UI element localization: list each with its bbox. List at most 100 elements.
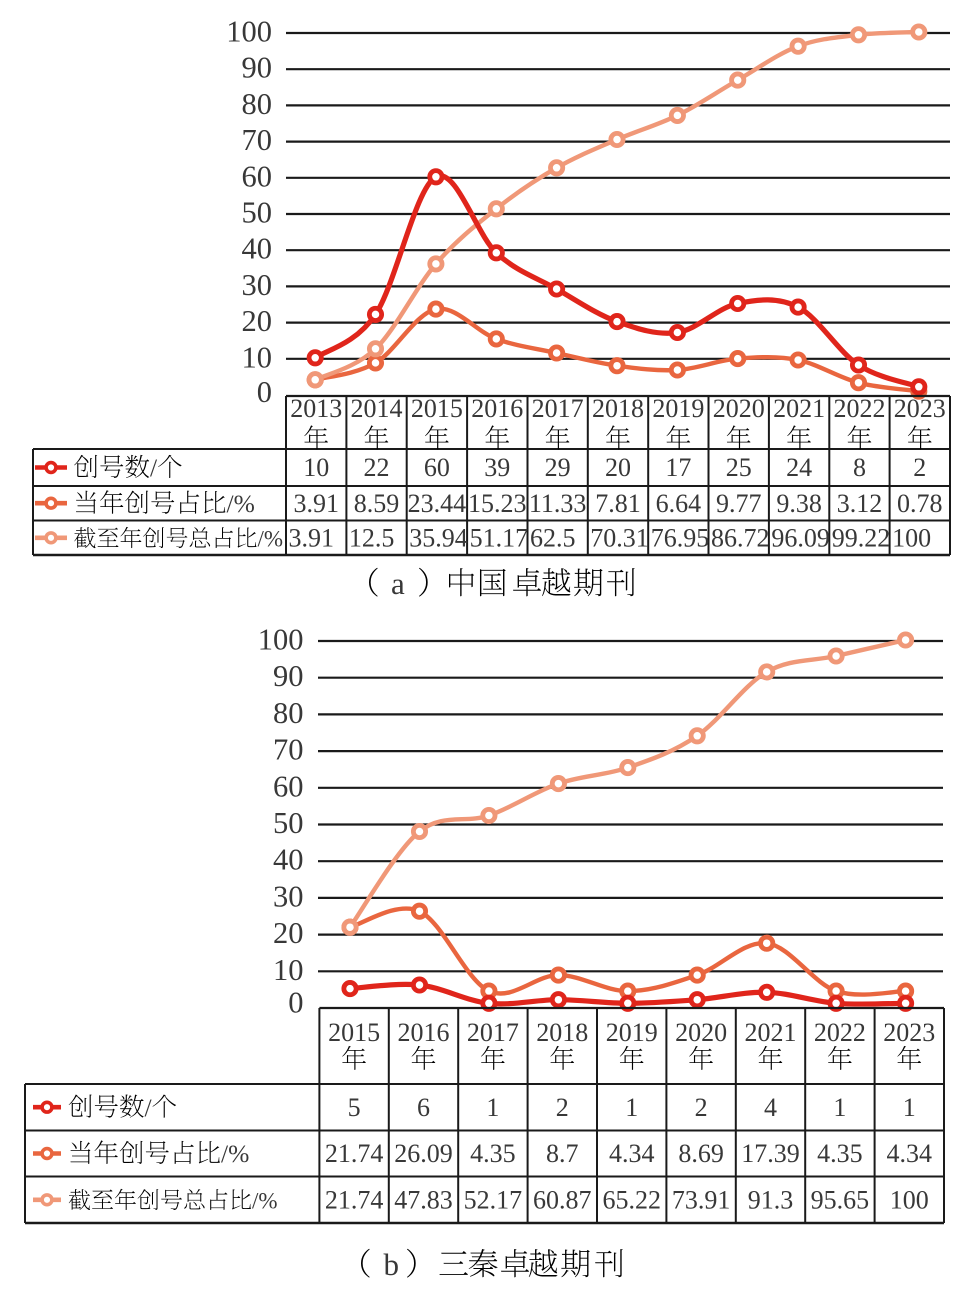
svg-text:30: 30 (273, 879, 304, 913)
svg-text:80: 80 (273, 696, 304, 730)
svg-text:/%: /% (252, 1188, 278, 1213)
svg-text:60: 60 (424, 453, 450, 482)
svg-text:9.77: 9.77 (716, 489, 762, 518)
svg-text:12.5: 12.5 (349, 523, 395, 552)
svg-text:2: 2 (913, 453, 926, 482)
svg-text:70.31: 70.31 (590, 523, 649, 552)
svg-text:96.09: 96.09 (771, 523, 830, 552)
svg-text:2020: 2020 (713, 394, 765, 423)
svg-text:17: 17 (665, 453, 691, 482)
svg-text:20: 20 (605, 453, 631, 482)
svg-text:100: 100 (258, 623, 304, 657)
svg-text:1: 1 (833, 1093, 846, 1122)
svg-text:2022: 2022 (834, 394, 886, 423)
svg-text:1: 1 (625, 1093, 638, 1122)
svg-text:65.22: 65.22 (602, 1185, 661, 1214)
svg-text:2017: 2017 (467, 1018, 519, 1047)
svg-text:3.91: 3.91 (293, 489, 339, 518)
svg-text:2022: 2022 (814, 1018, 866, 1047)
svg-text:2: 2 (556, 1093, 569, 1122)
svg-text:/: / (150, 453, 158, 482)
svg-text:8.69: 8.69 (678, 1139, 724, 1168)
svg-text:20: 20 (242, 304, 273, 338)
svg-text:60.87: 60.87 (533, 1185, 592, 1214)
svg-text:25: 25 (726, 453, 752, 482)
svg-text:2016: 2016 (471, 394, 523, 423)
svg-text:15.23: 15.23 (468, 489, 527, 518)
svg-text:/%: /% (227, 489, 255, 518)
svg-text:8: 8 (853, 453, 866, 482)
svg-text:b: b (384, 1247, 400, 1282)
svg-text:a: a (391, 566, 405, 601)
svg-text:2017: 2017 (532, 394, 584, 423)
svg-text:7.81: 7.81 (595, 489, 641, 518)
svg-text:60: 60 (273, 769, 304, 803)
svg-text:2023: 2023 (883, 1018, 935, 1047)
svg-text:2018: 2018 (592, 394, 644, 423)
svg-text:9.38: 9.38 (776, 489, 822, 518)
svg-text:0: 0 (288, 986, 303, 1020)
svg-text:21.74: 21.74 (325, 1139, 384, 1168)
svg-text:10: 10 (242, 340, 273, 374)
svg-text:2021: 2021 (745, 1018, 797, 1047)
svg-text:23.44: 23.44 (408, 489, 467, 518)
svg-text:52.17: 52.17 (464, 1185, 523, 1214)
svg-text:2019: 2019 (652, 394, 704, 423)
svg-text:20: 20 (273, 916, 304, 950)
svg-text:2023: 2023 (894, 394, 946, 423)
svg-text:47.83: 47.83 (394, 1185, 453, 1214)
svg-text:/%: /% (221, 1139, 249, 1168)
svg-text:/%: /% (258, 526, 284, 551)
svg-text:4.35: 4.35 (470, 1139, 516, 1168)
svg-text:80: 80 (242, 87, 273, 121)
svg-text:2019: 2019 (606, 1018, 658, 1047)
svg-text:2014: 2014 (351, 394, 403, 423)
svg-text:17.39: 17.39 (741, 1139, 800, 1168)
svg-text:10: 10 (273, 953, 304, 987)
svg-text:29: 29 (545, 453, 571, 482)
svg-text:3.12: 3.12 (837, 489, 883, 518)
svg-text:100: 100 (226, 15, 272, 49)
svg-text:86.72: 86.72 (711, 523, 770, 552)
svg-text:95.65: 95.65 (811, 1185, 870, 1214)
svg-text:30: 30 (242, 268, 273, 302)
svg-text:2020: 2020 (675, 1018, 727, 1047)
svg-text:76.95: 76.95 (651, 523, 710, 552)
svg-text:22: 22 (364, 453, 390, 482)
svg-text:2016: 2016 (398, 1018, 450, 1047)
svg-text:4.34: 4.34 (609, 1139, 655, 1168)
svg-text:2021: 2021 (773, 394, 825, 423)
svg-text:50: 50 (242, 196, 273, 230)
svg-text:51.17: 51.17 (470, 523, 528, 552)
svg-text:2: 2 (695, 1093, 708, 1122)
svg-text:70: 70 (273, 733, 304, 767)
svg-text:3.91: 3.91 (289, 523, 335, 552)
svg-text:60: 60 (242, 159, 273, 193)
svg-text:4: 4 (764, 1093, 777, 1122)
svg-text:0.78: 0.78 (897, 489, 943, 518)
svg-text:21.74: 21.74 (325, 1185, 384, 1214)
svg-text:99.22: 99.22 (832, 523, 891, 552)
svg-text:90: 90 (273, 659, 304, 693)
svg-text:5: 5 (348, 1093, 361, 1122)
svg-text:11.33: 11.33 (529, 489, 587, 518)
svg-text:50: 50 (273, 806, 304, 840)
svg-text:62.5: 62.5 (530, 523, 576, 552)
svg-text:2018: 2018 (536, 1018, 588, 1047)
svg-text:4.34: 4.34 (887, 1139, 933, 1168)
svg-text:26.09: 26.09 (394, 1139, 453, 1168)
svg-text:40: 40 (273, 843, 304, 877)
svg-text:0: 0 (257, 375, 272, 409)
svg-text:2013: 2013 (290, 394, 342, 423)
svg-text:1: 1 (903, 1093, 916, 1122)
svg-text:35.94: 35.94 (409, 523, 468, 552)
svg-text:8.7: 8.7 (546, 1139, 579, 1168)
svg-text:2015: 2015 (411, 394, 463, 423)
svg-text:73.91: 73.91 (672, 1185, 731, 1214)
svg-text:100: 100 (890, 1185, 929, 1214)
svg-text:39: 39 (484, 453, 510, 482)
svg-text:6.64: 6.64 (656, 489, 702, 518)
svg-text:24: 24 (786, 453, 812, 482)
svg-text:10: 10 (303, 453, 329, 482)
svg-text:100: 100 (892, 523, 931, 552)
